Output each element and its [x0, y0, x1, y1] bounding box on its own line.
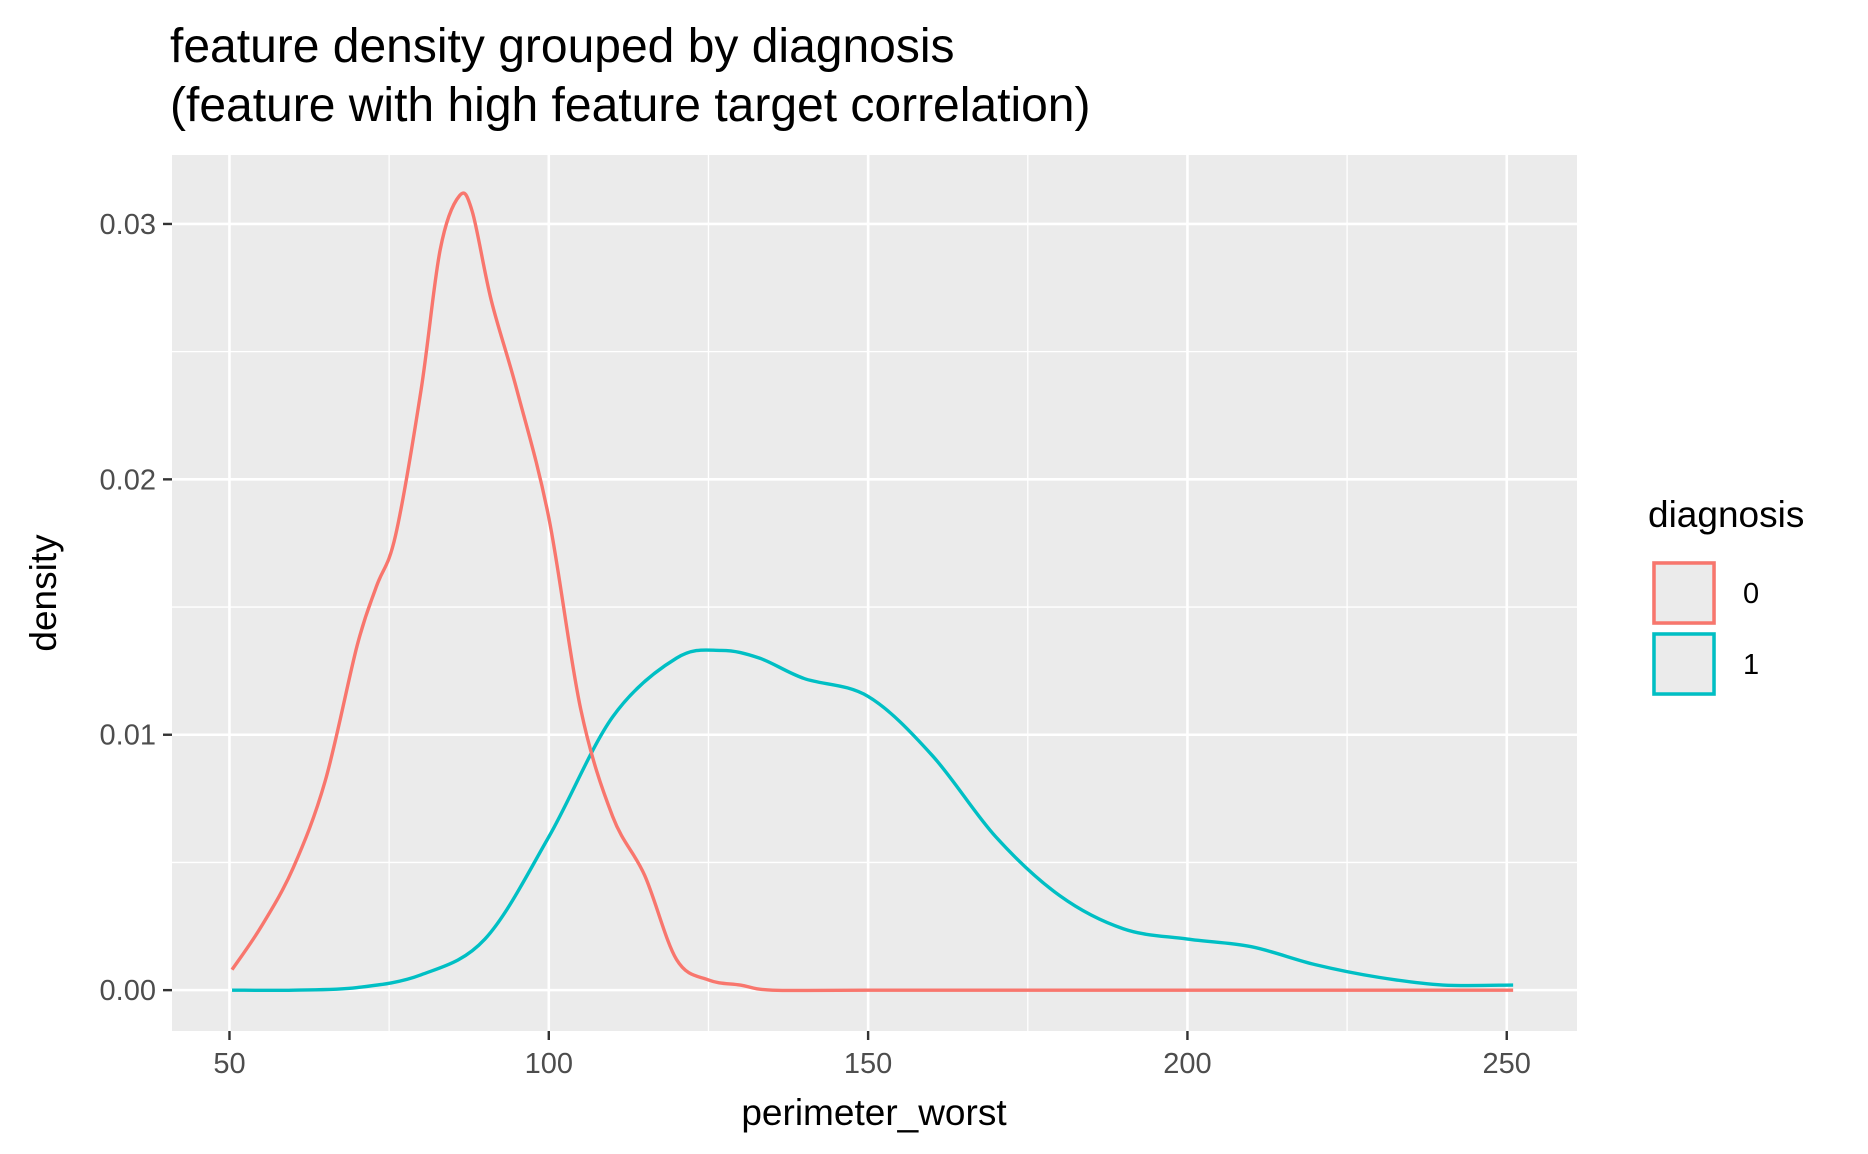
x-tick-label: 200	[1163, 1048, 1211, 1080]
y-axis-title: density	[23, 534, 64, 652]
legend-title: diagnosis	[1648, 494, 1804, 535]
chart-title-line2: (feature with high feature target correl…	[170, 79, 1090, 132]
series-line-0	[230, 191, 1514, 993]
series-layer	[230, 191, 1514, 993]
series-line-1	[232, 648, 1514, 993]
chart-title-line1: feature density grouped by diagnosis	[170, 20, 955, 73]
y-tick-label: 0.01	[100, 720, 156, 752]
x-tick-label: 50	[213, 1048, 245, 1080]
y-axis: 0.00 0.01 0.02 0.03	[100, 209, 172, 1007]
x-axis: 50 100 150 200 250	[213, 1031, 1531, 1080]
x-tick-label: 150	[844, 1048, 892, 1080]
minor-gridlines	[172, 155, 1577, 1031]
legend-label-1: 1	[1743, 649, 1759, 681]
legend-key-1-swatch	[1652, 632, 1716, 696]
x-tick-label: 250	[1483, 1048, 1531, 1080]
y-tick-label: 0.00	[100, 975, 156, 1007]
x-tick-label: 100	[525, 1048, 573, 1080]
x-axis-title: perimeter_worst	[741, 1092, 1007, 1133]
legend: diagnosis 0 1	[1648, 494, 1804, 698]
y-tick-label: 0.02	[100, 464, 156, 496]
y-tick-label: 0.03	[100, 209, 156, 241]
legend-key-0-swatch	[1652, 561, 1716, 625]
legend-label-0: 0	[1743, 578, 1759, 610]
plot-panel	[172, 155, 1577, 1031]
